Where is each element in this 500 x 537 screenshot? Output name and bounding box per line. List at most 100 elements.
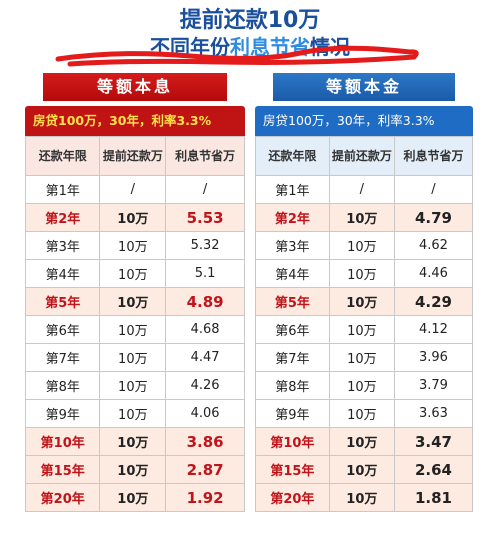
left-info-bar: 房贷100万，30年，利率3.3% — [25, 106, 245, 136]
right-banner: 等额本金 — [273, 73, 455, 101]
year-cell: 第9年 — [24, 399, 101, 428]
prepay-cell: 10万 — [99, 231, 167, 260]
left-table: 还款年限 提前还款万 利息节省万 第1年 / / 第2年 10万 5.53 第3年 10万 5.… — [24, 136, 245, 512]
header-prepay: 提前还款万 — [99, 136, 167, 176]
saving-cell: 2.64 — [393, 455, 474, 484]
header-prepay: 提前还款万 — [328, 136, 395, 176]
title-area: 提前还款10万 不同年份利息节省情况 — [0, 0, 500, 70]
prepay-cell: 10万 — [328, 455, 395, 484]
header-saving: 利息节省万 — [165, 136, 245, 176]
left-panel-equal-installment: 等额本息 房贷100万，30年，利率3.3% 还款年限 提前还款万 利息节省万 … — [24, 73, 245, 512]
saving-cell: 4.47 — [165, 343, 245, 372]
saving-cell: 3.79 — [393, 371, 474, 400]
saving-cell: 3.47 — [393, 427, 474, 456]
prepay-cell: 10万 — [328, 371, 395, 400]
prepay-cell: 10万 — [99, 315, 167, 344]
right-header-row: 还款年限 提前还款万 利息节省万 — [255, 136, 474, 176]
header-year: 还款年限 — [24, 136, 101, 176]
prepay-cell: 10万 — [328, 203, 395, 232]
table-row: 第4年 10万 4.46 — [255, 259, 474, 288]
saving-cell: / — [393, 175, 474, 204]
table-row: 第10年 10万 3.86 — [24, 427, 245, 456]
table-row: 第9年 10万 4.06 — [24, 399, 245, 428]
saving-cell: 4.12 — [393, 315, 474, 344]
saving-cell: 5.53 — [165, 203, 245, 232]
prepay-cell: 10万 — [328, 399, 395, 428]
saving-cell: / — [165, 175, 245, 204]
saving-cell: 3.63 — [393, 399, 474, 428]
year-cell: 第2年 — [255, 203, 330, 232]
right-table-body: 第1年 / / 第2年 10万 4.79 第3年 10万 4.62 第4年 10万 4.46 第5年 10… — [255, 175, 474, 512]
right-panel-equal-principal: 等额本金 房贷100万，30年，利率3.3% 还款年限 提前还款万 利息节省万 … — [255, 73, 474, 512]
prepay-cell: 10万 — [328, 315, 395, 344]
year-cell: 第4年 — [255, 259, 330, 288]
table-row: 第5年 10万 4.29 — [255, 287, 474, 316]
table-row: 第8年 10万 4.26 — [24, 371, 245, 400]
year-cell: 第5年 — [255, 287, 330, 316]
header-year: 还款年限 — [255, 136, 330, 176]
year-cell: 第3年 — [24, 231, 101, 260]
left-table-body: 第1年 / / 第2年 10万 5.53 第3年 10万 5.32 第4年 10万 5.1 第5年 10万… — [24, 175, 245, 512]
year-cell: 第10年 — [24, 427, 101, 456]
prepay-cell: 10万 — [328, 427, 395, 456]
prepay-cell: 10万 — [99, 399, 167, 428]
table-row: 第10年 10万 3.47 — [255, 427, 474, 456]
table-row: 第9年 10万 3.63 — [255, 399, 474, 428]
saving-cell: 4.29 — [393, 287, 474, 316]
prepay-cell: 10万 — [99, 427, 167, 456]
table-row: 第4年 10万 5.1 — [24, 259, 245, 288]
year-cell: 第1年 — [24, 175, 101, 204]
table-row: 第3年 10万 4.62 — [255, 231, 474, 260]
prepay-cell: 10万 — [99, 343, 167, 372]
prepay-cell: 10万 — [328, 483, 395, 512]
prepay-cell: / — [99, 175, 167, 204]
year-cell: 第10年 — [255, 427, 330, 456]
year-cell: 第20年 — [255, 483, 330, 512]
year-cell: 第20年 — [24, 483, 101, 512]
saving-cell: 4.26 — [165, 371, 245, 400]
year-cell: 第7年 — [255, 343, 330, 372]
prepay-cell: 10万 — [99, 483, 167, 512]
year-cell: 第8年 — [24, 371, 101, 400]
table-row: 第7年 10万 3.96 — [255, 343, 474, 372]
table-row: 第1年 / / — [255, 175, 474, 204]
year-cell: 第9年 — [255, 399, 330, 428]
table-row: 第6年 10万 4.12 — [255, 315, 474, 344]
right-table: 还款年限 提前还款万 利息节省万 第1年 / / 第2年 10万 4.79 第3年 10万 4.… — [255, 136, 474, 512]
saving-cell: 4.68 — [165, 315, 245, 344]
saving-cell: 3.96 — [393, 343, 474, 372]
saving-cell: 4.79 — [393, 203, 474, 232]
saving-cell: 2.87 — [165, 455, 245, 484]
saving-cell: 4.06 — [165, 399, 245, 428]
saving-cell: 1.81 — [393, 483, 474, 512]
saving-cell: 3.86 — [165, 427, 245, 456]
year-cell: 第4年 — [24, 259, 101, 288]
table-row: 第20年 10万 1.81 — [255, 483, 474, 512]
table-row: 第1年 / / — [24, 175, 245, 204]
prepay-cell: 10万 — [328, 343, 395, 372]
prepay-cell: / — [328, 175, 395, 204]
prepay-cell: 10万 — [99, 287, 167, 316]
table-row: 第2年 10万 4.79 — [255, 203, 474, 232]
header-saving: 利息节省万 — [393, 136, 474, 176]
year-cell: 第8年 — [255, 371, 330, 400]
title-line-1: 提前还款10万 — [179, 8, 321, 33]
prepay-cell: 10万 — [99, 371, 167, 400]
year-cell: 第2年 — [24, 203, 101, 232]
year-cell: 第15年 — [255, 455, 330, 484]
year-cell: 第15年 — [24, 455, 101, 484]
year-cell: 第5年 — [24, 287, 101, 316]
prepay-cell: 10万 — [99, 455, 167, 484]
saving-cell: 4.62 — [393, 231, 474, 260]
table-row: 第2年 10万 5.53 — [24, 203, 245, 232]
year-cell: 第6年 — [24, 315, 101, 344]
year-cell: 第6年 — [255, 315, 330, 344]
red-underline-scribble — [55, 45, 419, 67]
table-row: 第15年 10万 2.64 — [255, 455, 474, 484]
right-info-bar: 房贷100万，30年，利率3.3% — [255, 106, 473, 136]
left-header-row: 还款年限 提前还款万 利息节省万 — [24, 136, 245, 176]
table-row: 第3年 10万 5.32 — [24, 231, 245, 260]
prepay-cell: 10万 — [328, 231, 395, 260]
table-row: 第5年 10万 4.89 — [24, 287, 245, 316]
prepay-cell: 10万 — [328, 287, 395, 316]
